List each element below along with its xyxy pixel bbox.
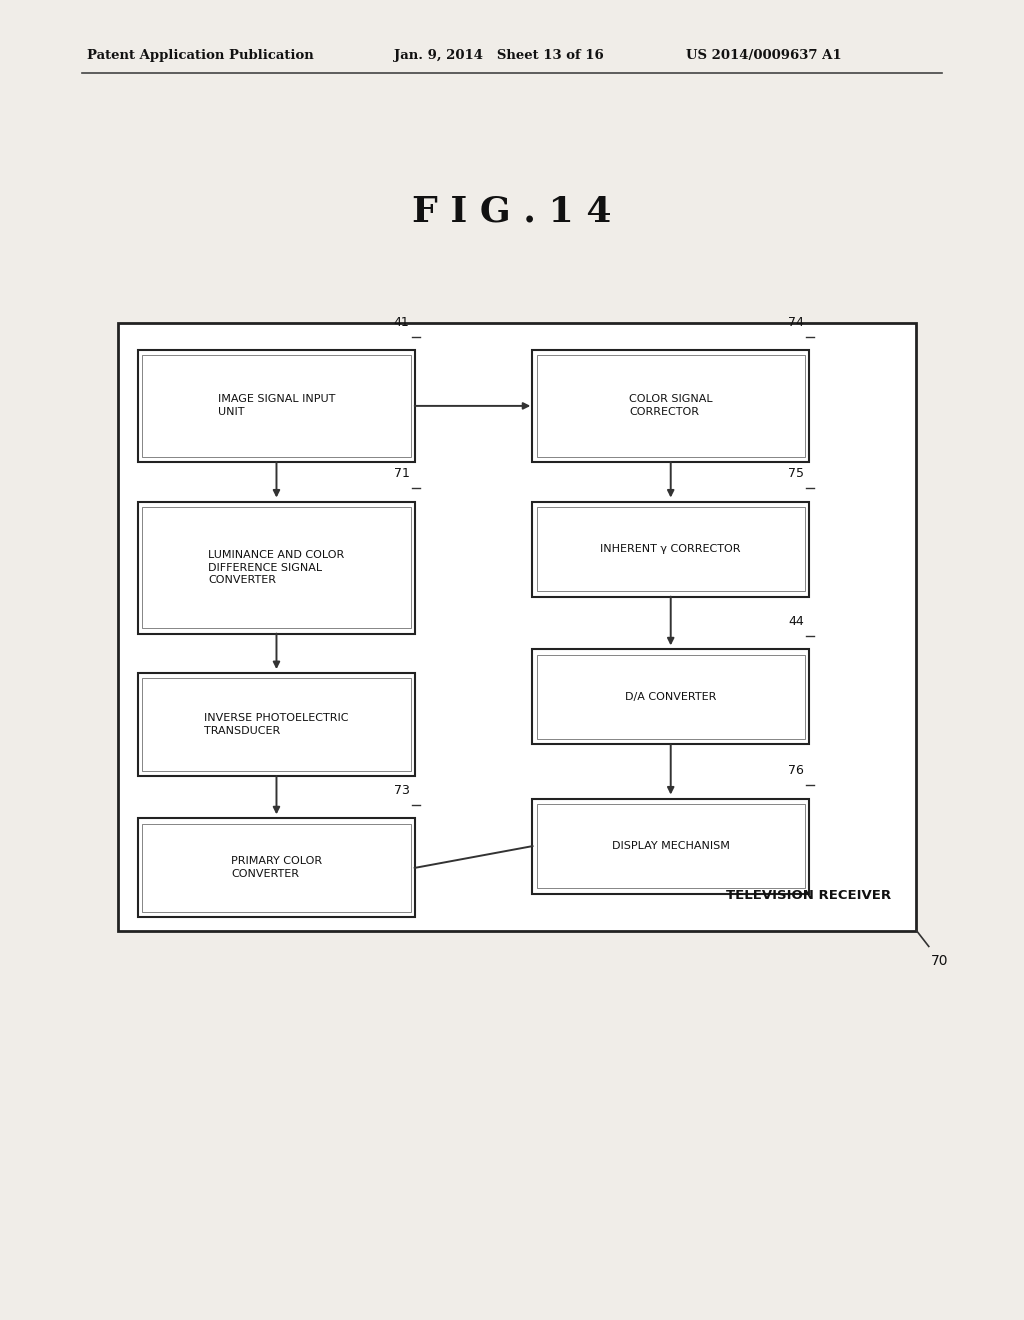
Bar xyxy=(138,818,415,917)
Text: LUMINANCE AND COLOR
DIFFERENCE SIGNAL
CONVERTER: LUMINANCE AND COLOR DIFFERENCE SIGNAL CO… xyxy=(208,550,345,585)
Bar xyxy=(537,655,805,739)
Text: INHERENT γ CORRECTOR: INHERENT γ CORRECTOR xyxy=(600,544,741,554)
Text: 70: 70 xyxy=(931,954,948,969)
Bar xyxy=(537,804,805,888)
Text: 76: 76 xyxy=(787,764,804,777)
Text: IMAGE SIGNAL INPUT
UNIT: IMAGE SIGNAL INPUT UNIT xyxy=(218,395,335,417)
Bar xyxy=(532,502,809,597)
Bar xyxy=(118,323,916,931)
Bar xyxy=(142,824,411,912)
Bar xyxy=(537,507,805,591)
Bar xyxy=(532,350,809,462)
Text: 74: 74 xyxy=(787,315,804,329)
Text: US 2014/0009637 A1: US 2014/0009637 A1 xyxy=(686,49,842,62)
Text: COLOR SIGNAL
CORRECTOR: COLOR SIGNAL CORRECTOR xyxy=(629,395,713,417)
Bar xyxy=(142,678,411,771)
Text: D/A CONVERTER: D/A CONVERTER xyxy=(625,692,717,702)
Text: DISPLAY MECHANISM: DISPLAY MECHANISM xyxy=(611,841,730,851)
Text: F I G . 1 4: F I G . 1 4 xyxy=(413,194,611,228)
Bar xyxy=(138,502,415,634)
Bar xyxy=(532,799,809,894)
Bar xyxy=(532,649,809,744)
Text: 71: 71 xyxy=(393,467,410,480)
Bar xyxy=(142,355,411,457)
Bar xyxy=(138,673,415,776)
Text: Jan. 9, 2014   Sheet 13 of 16: Jan. 9, 2014 Sheet 13 of 16 xyxy=(394,49,604,62)
Text: TELEVISION RECEIVER: TELEVISION RECEIVER xyxy=(726,888,891,902)
Text: 41: 41 xyxy=(394,315,410,329)
Text: 75: 75 xyxy=(787,467,804,480)
Text: Patent Application Publication: Patent Application Publication xyxy=(87,49,313,62)
Text: 73: 73 xyxy=(393,784,410,797)
Bar xyxy=(537,355,805,457)
Text: INVERSE PHOTOELECTRIC
TRANSDUCER: INVERSE PHOTOELECTRIC TRANSDUCER xyxy=(204,713,349,737)
Text: PRIMARY COLOR
CONVERTER: PRIMARY COLOR CONVERTER xyxy=(231,857,322,879)
Bar xyxy=(138,350,415,462)
Bar xyxy=(142,507,411,628)
Text: 44: 44 xyxy=(788,615,804,628)
